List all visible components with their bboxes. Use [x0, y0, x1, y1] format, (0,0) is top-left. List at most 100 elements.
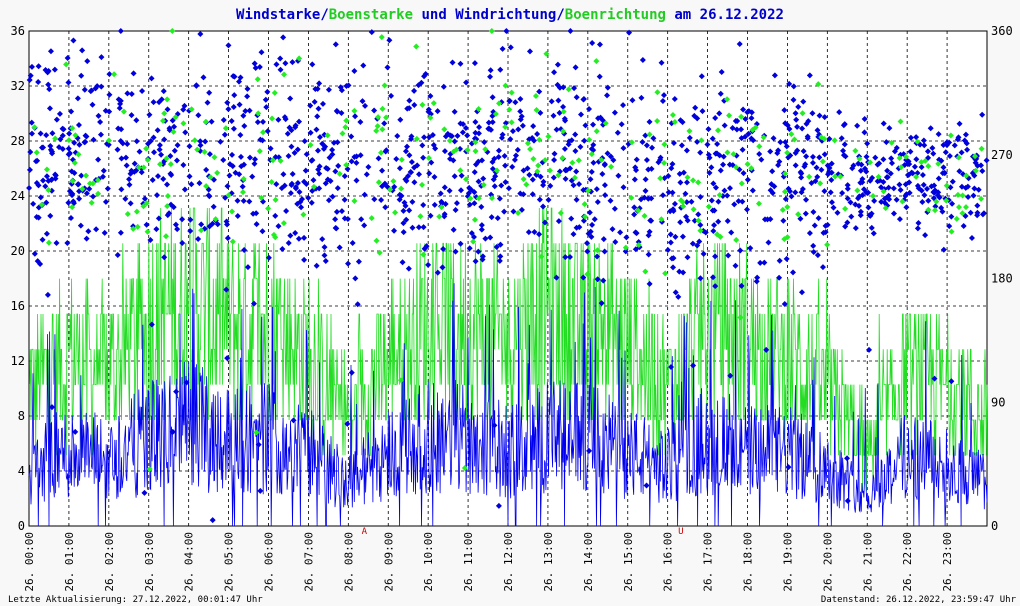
- direction-point: [278, 185, 285, 192]
- direction-point: [815, 81, 822, 88]
- direction-point: [611, 205, 618, 212]
- direction-point: [439, 264, 446, 271]
- direction-point: [913, 156, 920, 163]
- direction-point: [89, 101, 96, 108]
- direction-point: [348, 369, 355, 376]
- direction-point: [471, 169, 478, 176]
- direction-point: [601, 248, 608, 255]
- direction-point: [724, 96, 731, 103]
- direction-point: [771, 72, 778, 79]
- direction-point: [527, 146, 534, 153]
- direction-point: [271, 89, 278, 96]
- direction-point: [880, 156, 887, 163]
- direction-point: [182, 129, 189, 136]
- direction-point: [343, 117, 350, 124]
- direction-point: [438, 198, 445, 205]
- direction-point: [958, 183, 965, 190]
- direction-point: [223, 218, 230, 225]
- direction-point: [141, 195, 148, 202]
- direction-point: [545, 133, 552, 140]
- direction-point: [581, 201, 588, 208]
- direction-point: [748, 165, 755, 172]
- direction-point: [420, 251, 427, 258]
- direction-point: [150, 99, 157, 106]
- direction-point: [635, 207, 642, 214]
- direction-point: [43, 132, 50, 139]
- direction-point: [479, 256, 486, 263]
- direction-point: [561, 145, 568, 152]
- direction-point: [425, 155, 432, 162]
- direction-point: [661, 141, 668, 148]
- direction-point: [715, 127, 722, 134]
- direction-point: [705, 203, 712, 210]
- direction-point: [414, 162, 421, 169]
- direction-point: [742, 115, 749, 122]
- direction-point: [667, 231, 674, 238]
- direction-point: [487, 67, 494, 74]
- direction-point: [487, 234, 494, 241]
- direction-point: [540, 203, 547, 210]
- direction-point: [319, 236, 326, 243]
- direction-point: [470, 238, 477, 245]
- direction-point: [313, 262, 320, 269]
- direction-point: [582, 122, 589, 129]
- direction-point: [695, 179, 702, 186]
- direction-point: [481, 139, 488, 146]
- direction-point: [421, 245, 428, 252]
- direction-point: [373, 237, 380, 244]
- direction-point: [683, 147, 690, 154]
- direction-point: [857, 212, 864, 219]
- direction-point: [438, 204, 445, 211]
- direction-point: [811, 222, 818, 229]
- direction-point: [296, 55, 303, 62]
- direction-point: [584, 248, 591, 255]
- direction-point: [246, 107, 253, 114]
- direction-point: [79, 47, 86, 54]
- series-boenstarke: [29, 207, 988, 491]
- direction-point: [289, 59, 296, 66]
- direction-point: [170, 128, 177, 135]
- direction-point: [338, 208, 345, 215]
- direction-point: [171, 147, 178, 154]
- direction-point: [338, 87, 345, 94]
- direction-point: [43, 166, 50, 173]
- direction-point: [642, 187, 649, 194]
- direction-point: [160, 88, 167, 95]
- direction-point: [700, 250, 707, 257]
- direction-point: [825, 169, 832, 176]
- direction-point: [765, 239, 772, 246]
- direction-point: [468, 230, 475, 237]
- direction-point: [776, 158, 783, 165]
- direction-point: [230, 125, 237, 132]
- direction-point: [286, 124, 293, 131]
- direction-point: [964, 146, 971, 153]
- direction-point: [70, 37, 77, 44]
- x-tick-label: 26. 15:00: [622, 532, 635, 592]
- x-tick-label: 26. 14:00: [582, 532, 595, 592]
- direction-point: [672, 233, 679, 240]
- x-tick-label: 26. 08:00: [342, 532, 355, 592]
- direction-point: [117, 137, 124, 144]
- direction-point: [821, 151, 828, 158]
- direction-point: [83, 190, 90, 197]
- direction-point: [572, 147, 579, 154]
- direction-point: [874, 161, 881, 168]
- direction-point: [786, 80, 793, 87]
- direction-point: [915, 185, 922, 192]
- direction-point: [65, 151, 72, 158]
- direction-point: [639, 57, 646, 64]
- direction-point: [180, 161, 187, 168]
- direction-point: [147, 236, 154, 243]
- direction-point: [795, 211, 802, 218]
- direction-point: [376, 249, 383, 256]
- direction-point: [857, 167, 864, 174]
- direction-point: [273, 181, 280, 188]
- direction-point: [83, 133, 90, 140]
- direction-point: [942, 149, 949, 156]
- direction-point: [933, 198, 940, 205]
- direction-point: [906, 189, 913, 196]
- direction-point: [258, 49, 265, 56]
- direction-point: [596, 41, 603, 48]
- direction-point: [738, 180, 745, 187]
- direction-point: [596, 73, 603, 80]
